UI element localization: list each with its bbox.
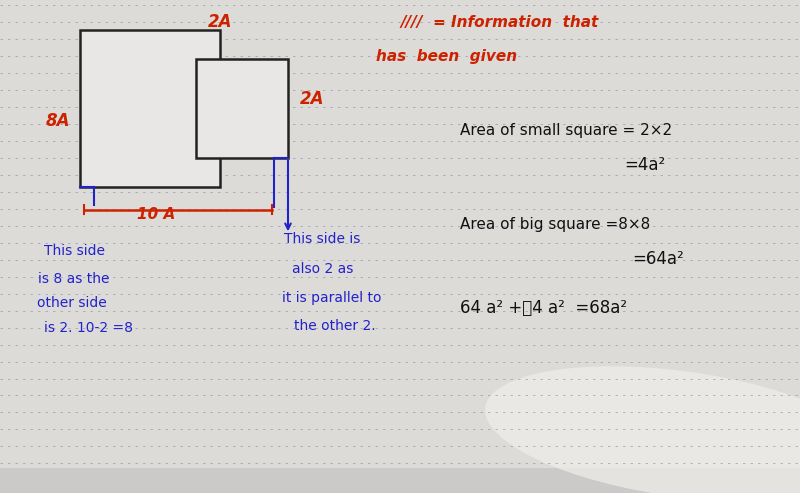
Text: also 2 as: also 2 as	[292, 262, 354, 276]
Text: Area of big square =8×8: Area of big square =8×8	[460, 217, 650, 232]
Text: 64 a² +Ⲇ4 a²  =68a²: 64 a² +Ⲇ4 a² =68a²	[460, 299, 627, 317]
Text: 2A: 2A	[300, 90, 325, 107]
Text: is 8 as the: is 8 as the	[38, 272, 110, 285]
Ellipse shape	[485, 366, 800, 493]
Bar	[80, 30, 220, 187]
Text: 2A: 2A	[208, 13, 232, 31]
Text: 8A: 8A	[46, 112, 70, 130]
Text: the other 2.: the other 2.	[294, 319, 376, 333]
Text: has  been  given: has been given	[376, 49, 517, 64]
Text: ////  = Information  that: //// = Information that	[400, 15, 598, 30]
Text: 10 A: 10 A	[137, 207, 175, 222]
Text: =64a²: =64a²	[632, 250, 684, 268]
Text: other side: other side	[37, 296, 106, 310]
Bar	[196, 59, 288, 158]
Text: This side: This side	[44, 245, 105, 258]
Text: it is parallel to: it is parallel to	[282, 291, 381, 305]
Text: Area of small square = 2×2: Area of small square = 2×2	[460, 123, 672, 138]
Text: =4a²: =4a²	[624, 156, 666, 174]
Text: This side is: This side is	[284, 232, 360, 246]
Text: is 2. 10-2 =8: is 2. 10-2 =8	[44, 321, 133, 335]
